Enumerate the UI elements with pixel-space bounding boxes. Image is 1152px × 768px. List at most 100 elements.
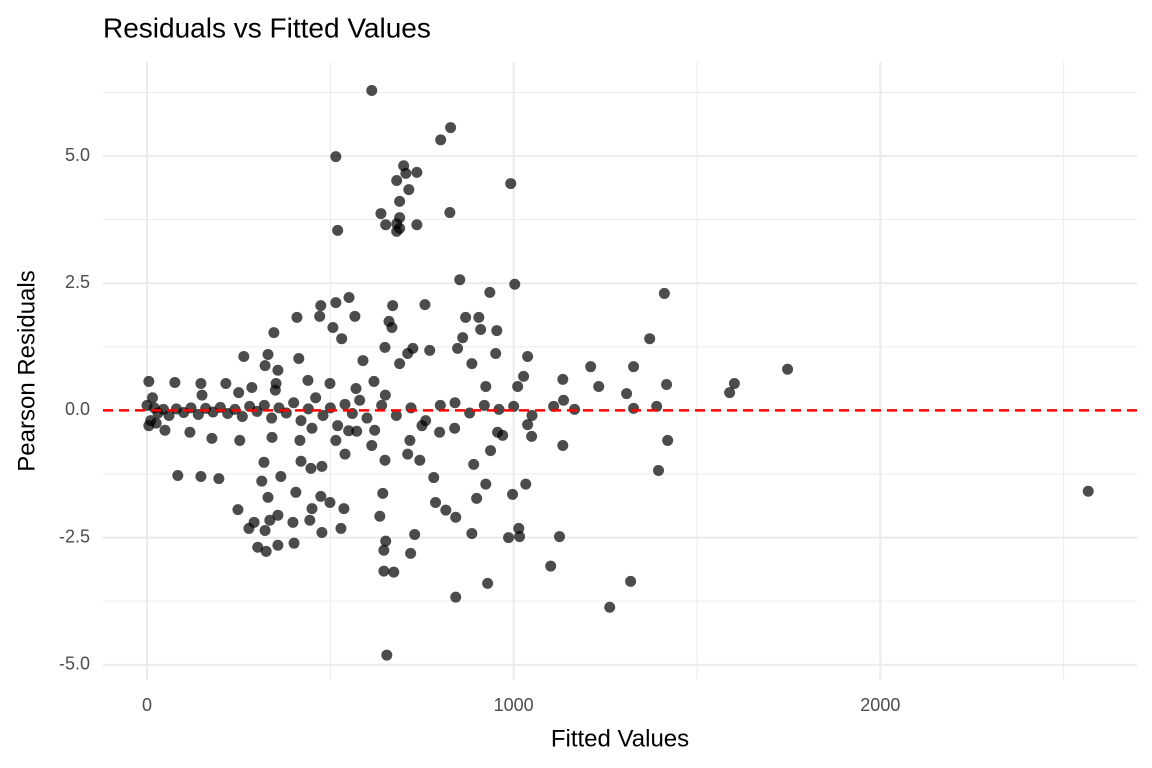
point [604, 601, 616, 613]
point [485, 445, 497, 457]
point [294, 434, 306, 446]
y-tick-label: -5.0 [59, 653, 90, 673]
chart-title: Residuals vs Fitted Values [103, 12, 431, 43]
point [394, 195, 406, 207]
point [266, 431, 278, 443]
point [471, 492, 483, 504]
point [473, 311, 485, 323]
point [330, 297, 342, 309]
point [332, 420, 344, 432]
point [269, 384, 281, 396]
point [376, 399, 388, 411]
point [460, 311, 472, 323]
point [513, 522, 525, 534]
point [380, 535, 392, 547]
point [159, 424, 171, 436]
point [390, 410, 402, 422]
point [378, 544, 390, 556]
point [434, 426, 446, 438]
point [621, 388, 633, 400]
point [295, 455, 307, 467]
point [457, 332, 469, 344]
point [172, 470, 184, 482]
point [315, 490, 327, 502]
point [335, 522, 347, 534]
point [252, 541, 264, 553]
point [350, 383, 362, 395]
point [430, 496, 442, 508]
point [662, 434, 674, 446]
y-axis-label: Pearson Residuals [13, 270, 40, 471]
point [651, 400, 663, 412]
point [169, 376, 181, 388]
point [268, 327, 280, 339]
point [316, 526, 328, 538]
y-tick-label: -2.5 [59, 526, 90, 546]
point [381, 649, 393, 661]
point [464, 407, 476, 419]
point [728, 377, 740, 389]
point [338, 503, 350, 515]
point [416, 420, 428, 432]
point [522, 351, 534, 363]
point [658, 287, 670, 299]
point [466, 358, 478, 370]
x-tick-label: 2000 [860, 695, 900, 715]
point [324, 377, 336, 389]
point [625, 575, 637, 587]
point [377, 487, 389, 499]
point [661, 378, 673, 390]
point [196, 389, 208, 401]
point [368, 375, 380, 387]
point [388, 566, 400, 578]
point [259, 360, 271, 372]
point [213, 473, 225, 485]
point [258, 456, 270, 468]
point [233, 387, 245, 399]
point [391, 218, 403, 230]
point [548, 400, 560, 412]
point [512, 381, 524, 393]
point [378, 565, 390, 577]
point [414, 454, 426, 466]
point [402, 347, 414, 359]
point [405, 402, 417, 414]
point [400, 167, 412, 179]
point [264, 514, 276, 526]
point [490, 347, 502, 359]
point [310, 392, 322, 404]
point [315, 300, 327, 312]
point [545, 560, 557, 572]
point [143, 375, 155, 387]
point [262, 348, 274, 360]
point [491, 325, 503, 337]
point [628, 361, 640, 373]
point [306, 422, 318, 434]
point [480, 381, 492, 393]
point [445, 122, 457, 134]
point [366, 84, 378, 96]
point [317, 410, 329, 422]
point [275, 471, 287, 483]
point [272, 539, 284, 551]
point [411, 166, 423, 178]
point [293, 353, 305, 365]
point [403, 184, 415, 196]
point [435, 134, 447, 146]
point [644, 333, 656, 345]
point [272, 364, 284, 376]
point [505, 178, 517, 190]
point [391, 175, 403, 187]
point [558, 394, 570, 406]
point [302, 374, 314, 386]
point [520, 478, 532, 490]
point [509, 278, 521, 290]
point [291, 311, 303, 323]
point [653, 464, 664, 476]
point [343, 292, 355, 304]
point [302, 403, 314, 415]
point [475, 324, 487, 336]
point [449, 397, 461, 409]
point [332, 224, 344, 236]
